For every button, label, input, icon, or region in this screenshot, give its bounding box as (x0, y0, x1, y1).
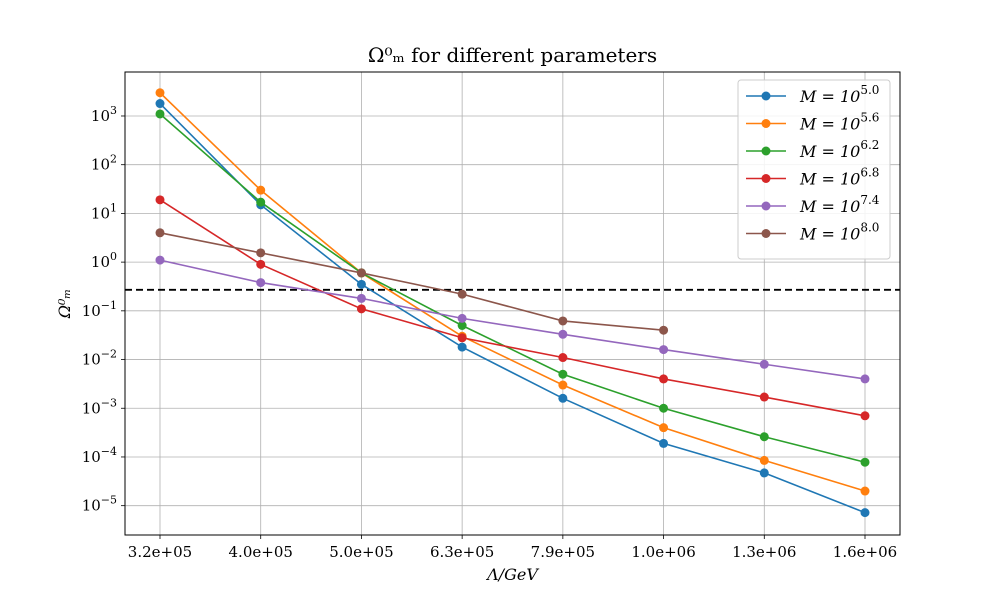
title-layer: Ω⁰ₘ for different parameters Λ/GeV Ω⁰ₘ (55, 43, 657, 584)
data-point (759, 468, 769, 478)
legend-marker (761, 119, 771, 128)
legend-marker (761, 201, 771, 211)
x-tick-label: 1.6e+06 (833, 543, 897, 561)
data-point (860, 457, 870, 467)
data-point (457, 313, 467, 323)
data-point (759, 455, 769, 465)
x-tick-label: 5.0e+05 (329, 543, 393, 561)
legend-marker (761, 229, 771, 238)
data-point (860, 374, 870, 384)
data-point (457, 320, 467, 330)
data-point (457, 333, 467, 343)
legend-label: M = 105.0 (799, 83, 879, 106)
x-tick-label: 1.3e+06 (732, 543, 796, 561)
series-line (159, 199, 866, 417)
data-point (155, 195, 165, 205)
data-point (659, 423, 669, 433)
series-line (159, 232, 664, 332)
data-point (256, 185, 266, 195)
data-point (155, 255, 165, 265)
legend: M = 105.0 M = 105.6 M = 106.2 M = 106.8 M = … (737, 79, 891, 260)
y-axis-label: Ω⁰ₘ (55, 289, 74, 320)
y-tick-label: 101 (91, 201, 117, 222)
data-point (256, 248, 266, 258)
legend-label: M = 105.6 (799, 111, 879, 134)
x-tick-label: 1.0e+06 (631, 543, 695, 561)
x-tick-label: 3.2e+05 (128, 543, 192, 561)
data-point (558, 329, 568, 339)
legend-entry: M = 106.2 (746, 138, 879, 161)
y-tick-label: 10−3 (82, 396, 117, 417)
x-tick-label: 6.3e+05 (430, 543, 494, 561)
data-point (659, 374, 669, 384)
plot-frame (124, 71, 901, 536)
data-point (256, 259, 266, 269)
data-point (356, 293, 366, 303)
y-tick-label: 10−1 (82, 299, 117, 320)
legend-box (737, 79, 891, 260)
data-point (759, 392, 769, 402)
data-point (457, 342, 467, 352)
data-point (558, 316, 568, 326)
data-point (155, 99, 165, 109)
data-point (659, 345, 669, 355)
legend-marker (761, 146, 771, 156)
series-line (159, 102, 866, 514)
series-line (159, 259, 866, 380)
legend-marker (761, 174, 771, 183)
y-tick-label: 103 (91, 104, 117, 125)
data-point (659, 403, 669, 413)
series-1 (155, 99, 870, 518)
legend-entry: M = 106.8 (746, 166, 879, 189)
y-tick-label: 100 (91, 250, 117, 271)
x-axis-label: Λ/GeV (485, 565, 539, 584)
legend-entry: M = 108.0 (746, 221, 879, 244)
y-tick-label: 10−5 (82, 494, 117, 515)
series-5 (155, 255, 870, 384)
ticks: 3.2e+05 4.0e+05 5.0e+05 6.3e+05 7.9e+05 1.0e+… (82, 104, 898, 561)
legend-entry: M = 105.6 (746, 111, 879, 134)
data-point (356, 304, 366, 314)
y-tick-label: 10−2 (82, 348, 117, 369)
data-point (155, 88, 165, 98)
data-point (558, 353, 568, 363)
series-layer (155, 88, 870, 518)
legend-label: M = 106.2 (799, 138, 879, 161)
legend-entry: M = 107.4 (746, 193, 880, 216)
series-line (159, 113, 866, 463)
legend-label: M = 106.8 (799, 166, 879, 189)
data-point (860, 486, 870, 496)
data-point (356, 279, 366, 289)
data-point (155, 109, 165, 119)
legend-entry: M = 105.0 (746, 83, 879, 106)
data-point (558, 369, 568, 379)
series-line (159, 92, 866, 492)
y-tick-label: 102 (91, 153, 117, 174)
data-point (558, 393, 568, 403)
data-point (457, 289, 467, 299)
legend-marker (761, 91, 771, 101)
data-point (860, 508, 870, 518)
x-tick-label: 4.0e+05 (229, 543, 293, 561)
chart-title: Ω⁰ₘ for different parameters (368, 43, 657, 67)
data-point (155, 228, 165, 238)
data-point (256, 197, 266, 207)
x-tick-label: 7.9e+05 (531, 543, 595, 561)
data-point (558, 380, 568, 390)
legend-label: M = 107.4 (799, 193, 880, 216)
data-point (759, 432, 769, 442)
series-6 (155, 228, 669, 335)
data-point (659, 438, 669, 448)
legend-label: M = 108.0 (799, 221, 879, 244)
data-point (860, 411, 870, 421)
data-point (659, 325, 669, 335)
data-point (759, 359, 769, 369)
y-tick-label: 10−4 (82, 445, 117, 466)
data-point (356, 268, 366, 278)
data-point (256, 278, 266, 288)
series-4 (155, 195, 870, 421)
grid (125, 72, 900, 535)
